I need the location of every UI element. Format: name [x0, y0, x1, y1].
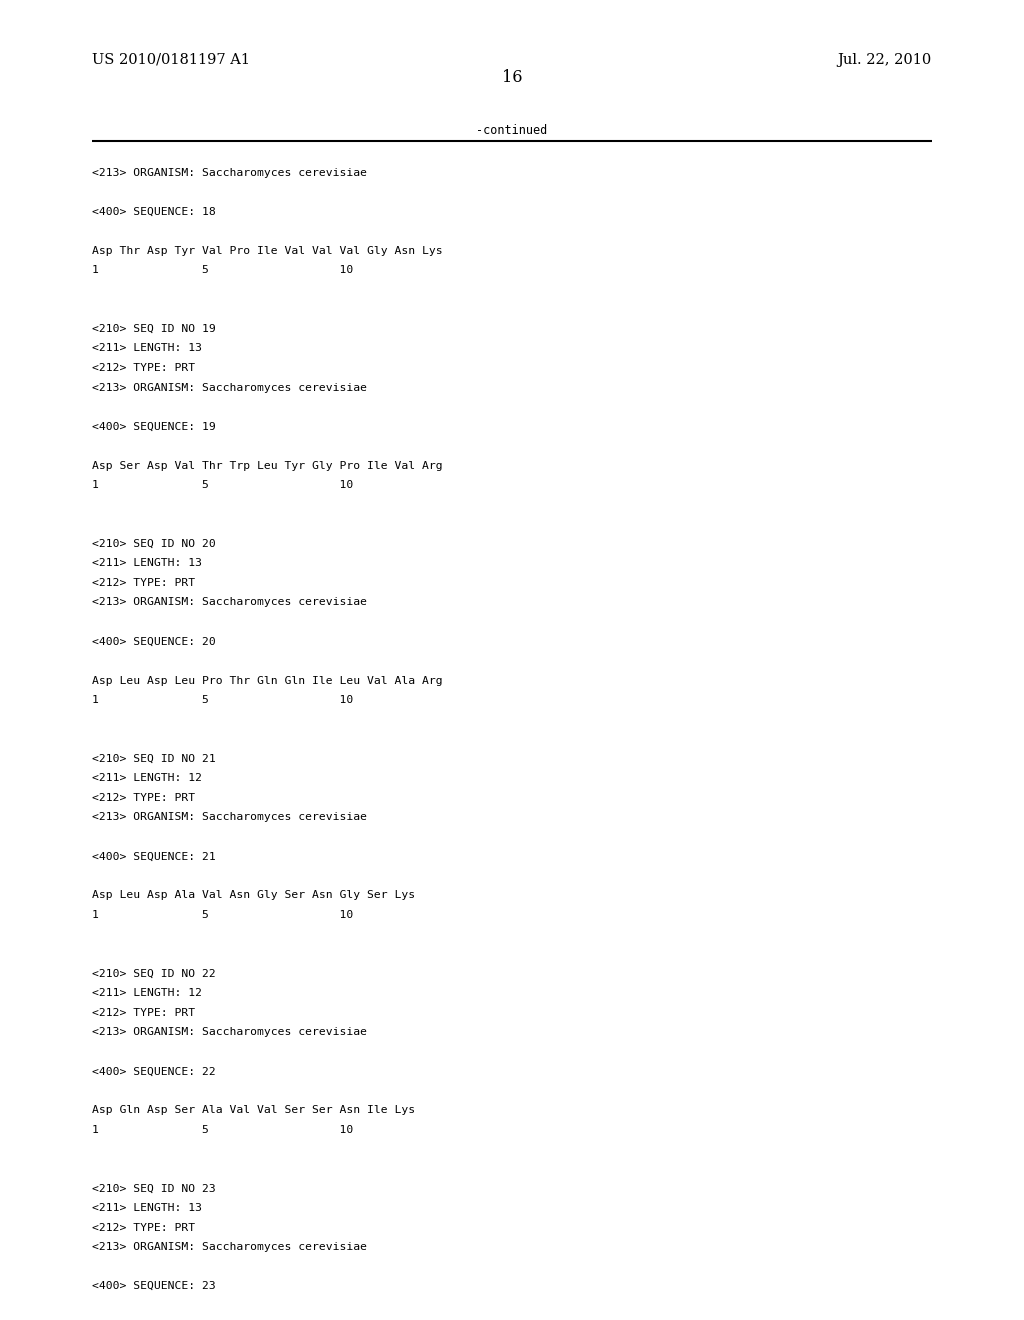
Text: <211> LENGTH: 13: <211> LENGTH: 13: [92, 343, 202, 354]
Text: 1               5                   10: 1 5 10: [92, 1125, 353, 1135]
Text: Asp Gln Asp Ser Ala Val Val Ser Ser Asn Ile Lys: Asp Gln Asp Ser Ala Val Val Ser Ser Asn …: [92, 1105, 416, 1115]
Text: <213> ORGANISM: Saccharomyces cerevisiae: <213> ORGANISM: Saccharomyces cerevisiae: [92, 598, 368, 607]
Text: <212> TYPE: PRT: <212> TYPE: PRT: [92, 578, 196, 587]
Text: 1               5                   10: 1 5 10: [92, 909, 353, 920]
Text: <400> SEQUENCE: 22: <400> SEQUENCE: 22: [92, 1067, 216, 1076]
Text: <213> ORGANISM: Saccharomyces cerevisiae: <213> ORGANISM: Saccharomyces cerevisiae: [92, 383, 368, 392]
Text: Asp Ser Asp Val Thr Trp Leu Tyr Gly Pro Ile Val Arg: Asp Ser Asp Val Thr Trp Leu Tyr Gly Pro …: [92, 461, 442, 471]
Text: Asp Leu Asp Ala Val Asn Gly Ser Asn Gly Ser Lys: Asp Leu Asp Ala Val Asn Gly Ser Asn Gly …: [92, 891, 416, 900]
Text: Jul. 22, 2010: Jul. 22, 2010: [838, 53, 932, 67]
Text: <212> TYPE: PRT: <212> TYPE: PRT: [92, 363, 196, 374]
Text: <400> SEQUENCE: 21: <400> SEQUENCE: 21: [92, 851, 216, 862]
Text: Asp Leu Asp Leu Pro Thr Gln Gln Ile Leu Val Ala Arg: Asp Leu Asp Leu Pro Thr Gln Gln Ile Leu …: [92, 676, 442, 685]
Text: 1               5                   10: 1 5 10: [92, 480, 353, 490]
Text: <400> SEQUENCE: 18: <400> SEQUENCE: 18: [92, 207, 216, 216]
Text: <400> SEQUENCE: 20: <400> SEQUENCE: 20: [92, 636, 216, 647]
Text: <213> ORGANISM: Saccharomyces cerevisiae: <213> ORGANISM: Saccharomyces cerevisiae: [92, 812, 368, 822]
Text: 1               5                   10: 1 5 10: [92, 265, 353, 276]
Text: <211> LENGTH: 13: <211> LENGTH: 13: [92, 558, 202, 569]
Text: <213> ORGANISM: Saccharomyces cerevisiae: <213> ORGANISM: Saccharomyces cerevisiae: [92, 1027, 368, 1038]
Text: <211> LENGTH: 12: <211> LENGTH: 12: [92, 774, 202, 783]
Text: <210> SEQ ID NO 19: <210> SEQ ID NO 19: [92, 323, 216, 334]
Text: <212> TYPE: PRT: <212> TYPE: PRT: [92, 1007, 196, 1018]
Text: 16: 16: [502, 69, 522, 86]
Text: -continued: -continued: [476, 124, 548, 137]
Text: <210> SEQ ID NO 20: <210> SEQ ID NO 20: [92, 539, 216, 549]
Text: <210> SEQ ID NO 22: <210> SEQ ID NO 22: [92, 969, 216, 978]
Text: <211> LENGTH: 13: <211> LENGTH: 13: [92, 1203, 202, 1213]
Text: <210> SEQ ID NO 21: <210> SEQ ID NO 21: [92, 754, 216, 764]
Text: Asp Thr Asp Tyr Val Pro Ile Val Val Val Gly Asn Lys: Asp Thr Asp Tyr Val Pro Ile Val Val Val …: [92, 246, 442, 256]
Text: <213> ORGANISM: Saccharomyces cerevisiae: <213> ORGANISM: Saccharomyces cerevisiae: [92, 1242, 368, 1253]
Text: US 2010/0181197 A1: US 2010/0181197 A1: [92, 53, 250, 67]
Text: 1               5                   10: 1 5 10: [92, 696, 353, 705]
Text: <400> SEQUENCE: 23: <400> SEQUENCE: 23: [92, 1282, 216, 1291]
Text: <400> SEQUENCE: 19: <400> SEQUENCE: 19: [92, 421, 216, 432]
Text: <212> TYPE: PRT: <212> TYPE: PRT: [92, 1222, 196, 1233]
Text: <212> TYPE: PRT: <212> TYPE: PRT: [92, 793, 196, 803]
Text: <210> SEQ ID NO 23: <210> SEQ ID NO 23: [92, 1184, 216, 1193]
Text: <211> LENGTH: 12: <211> LENGTH: 12: [92, 989, 202, 998]
Text: <213> ORGANISM: Saccharomyces cerevisiae: <213> ORGANISM: Saccharomyces cerevisiae: [92, 168, 368, 178]
